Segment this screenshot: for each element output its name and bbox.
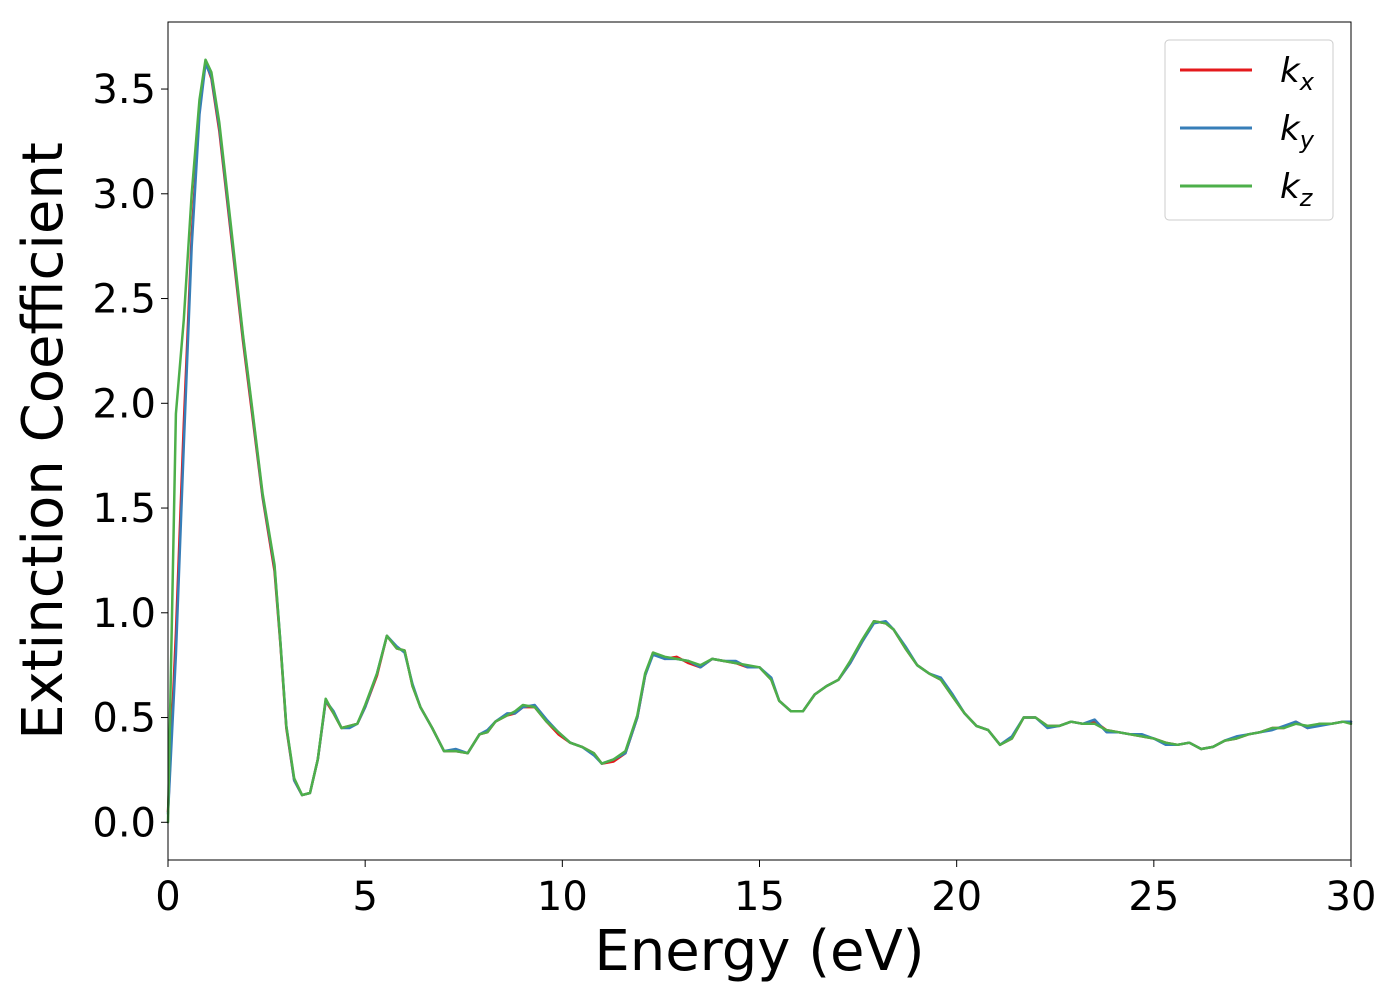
y-tick-label: 2.0 <box>92 381 156 427</box>
y-tick-label: 1.0 <box>92 591 156 637</box>
x-tick-label: 15 <box>734 874 785 920</box>
x-tick-label: 30 <box>1326 874 1377 920</box>
y-axis-ticks: 0.0 0.5 1.0 1.5 2.0 2.5 3.0 3.5 <box>92 67 168 846</box>
legend-label-ky: ky <box>1280 109 1315 154</box>
legend-label-kz: kz <box>1280 167 1314 212</box>
series-layer <box>166 58 1353 824</box>
y-tick-label: 2.5 <box>92 277 156 323</box>
legend-label-kx: kx <box>1280 51 1315 96</box>
y-tick-label: 3.0 <box>92 172 156 218</box>
series-line-kz <box>166 58 1353 824</box>
x-tick-label: 5 <box>352 874 377 920</box>
x-tick-label: 10 <box>537 874 588 920</box>
x-tick-label: 25 <box>1128 874 1179 920</box>
legend: kx ky kz <box>1164 39 1334 221</box>
y-tick-label: 0.0 <box>92 800 156 846</box>
x-tick-label: 0 <box>155 874 180 920</box>
x-axis-ticks: 0 5 10 15 20 25 30 <box>155 860 1376 920</box>
y-axis-title: Extinction Coefficient <box>11 142 76 740</box>
legend-frame <box>1164 39 1334 221</box>
y-tick-label: 3.5 <box>92 67 156 113</box>
x-axis-title: Energy (eV) <box>594 919 924 984</box>
y-tick-label: 0.5 <box>92 696 156 742</box>
y-tick-label: 1.5 <box>92 486 156 532</box>
x-tick-label: 20 <box>931 874 982 920</box>
